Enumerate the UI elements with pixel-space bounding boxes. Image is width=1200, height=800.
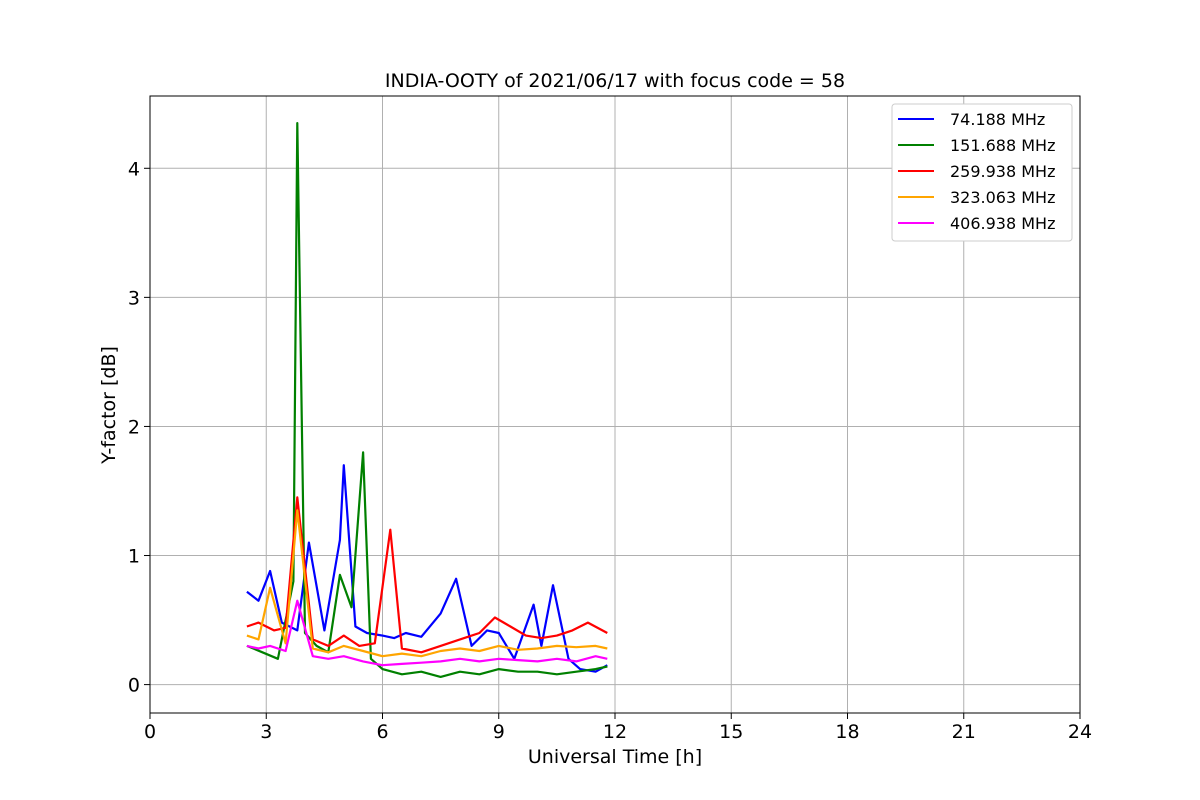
legend: 74.188 MHz 151.688 MHz 259.938 MHz 323.063 … <box>891 103 1073 242</box>
series-line-5 <box>246 599 608 667</box>
legend-entry: 406.938 MHz <box>950 214 1055 233</box>
x-tick-label: 12 <box>603 721 627 743</box>
x-tick-label: 9 <box>493 721 505 743</box>
x-axis: 0 3 6 9 12 15 18 21 24 <box>144 713 1092 743</box>
x-tick-label: 0 <box>144 721 156 743</box>
y-tick-label: 1 <box>128 546 140 568</box>
y-tick-label: 2 <box>128 416 140 438</box>
y-axis: 0 1 2 3 4 <box>128 158 150 697</box>
y-tick-label: 3 <box>128 287 140 309</box>
x-tick-label: 21 <box>952 721 976 743</box>
series-line-3 <box>246 496 608 654</box>
legend-box <box>891 103 1073 242</box>
series-lines <box>246 121 608 679</box>
x-tick-label: 3 <box>260 721 272 743</box>
chart-title: INDIA-OOTY of 2021/06/17 with focus code… <box>385 70 845 92</box>
y-tick-label: 4 <box>128 158 140 180</box>
x-tick-label: 6 <box>376 721 388 743</box>
series-line-1 <box>246 464 608 673</box>
x-tick-label: 18 <box>835 721 859 743</box>
legend-entry: 74.188 MHz <box>950 110 1045 129</box>
x-tick-label: 24 <box>1068 721 1092 743</box>
legend-entry: 259.938 MHz <box>950 162 1055 181</box>
y-tick-label: 0 <box>128 675 140 697</box>
legend-entry: 151.688 MHz <box>950 136 1055 155</box>
series-line-2 <box>246 121 608 679</box>
x-axis-label: Universal Time [h] <box>528 746 702 768</box>
series-line-4 <box>246 509 608 658</box>
legend-entry: 323.063 MHz <box>950 188 1055 207</box>
y-axis-label: Y-factor [dB] <box>98 346 120 465</box>
x-tick-label: 15 <box>719 721 743 743</box>
